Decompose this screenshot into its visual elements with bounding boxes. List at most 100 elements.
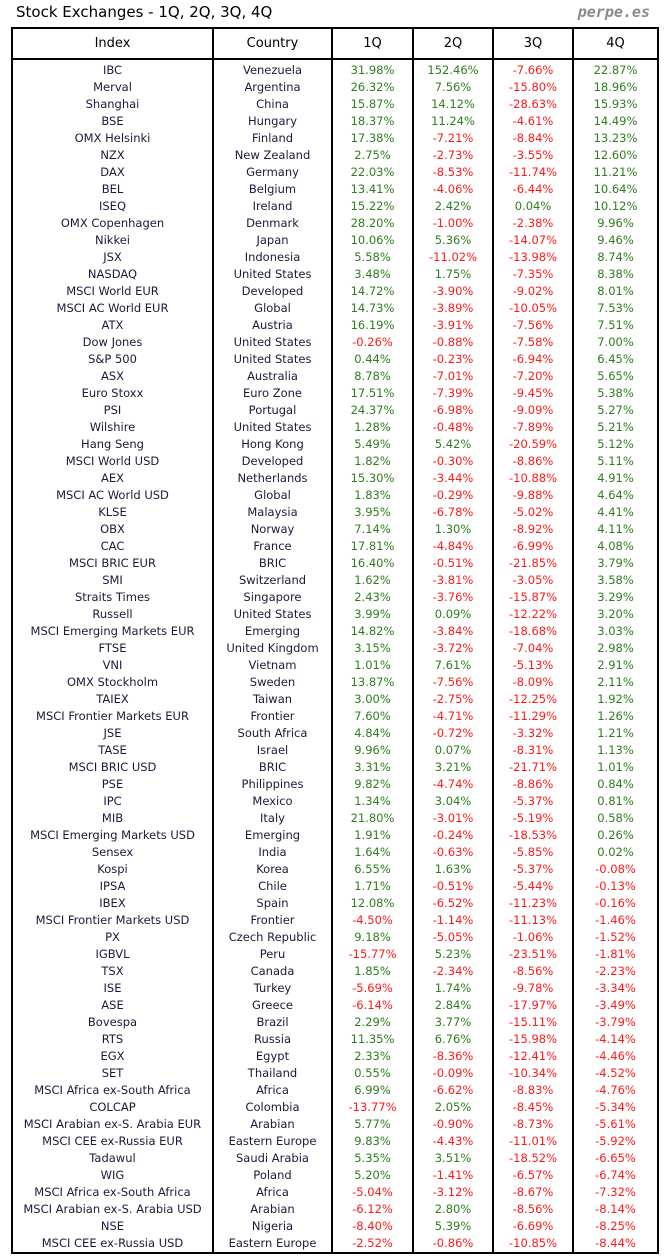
q3-cell: -18.53%	[492, 827, 574, 844]
q3-cell: -10.85%	[492, 1235, 574, 1253]
country-cell: Peru	[212, 946, 333, 963]
index-cell: OMX Stockholm	[11, 674, 214, 691]
q4-cell: -6.74%	[572, 1167, 659, 1184]
q4-cell: 4.11%	[572, 521, 659, 538]
table-row: EGX Egypt 2.33% -8.36% -12.41% -4.46%	[11, 1048, 659, 1065]
q4-cell: 1.26%	[572, 708, 659, 725]
index-cell: MSCI CEE ex-Russia EUR	[11, 1133, 214, 1150]
index-cell: AEX	[11, 470, 214, 487]
q1-cell: 28.20%	[331, 215, 414, 232]
q1-cell: 1.91%	[331, 827, 414, 844]
table-row: PSE Philippines 9.82% -4.74% -8.86% 0.84%	[11, 776, 659, 793]
country-cell: Indonesia	[212, 249, 333, 266]
index-cell: IPC	[11, 793, 214, 810]
table-row: DAX Germany 22.03% -8.53% -11.74% 11.21%	[11, 164, 659, 181]
q4-cell: 5.38%	[572, 385, 659, 402]
q3-cell: -12.41%	[492, 1048, 574, 1065]
table-row: IPC Mexico 1.34% 3.04% -5.37% 0.81%	[11, 793, 659, 810]
q1-cell: 17.81%	[331, 538, 414, 555]
table-row: MSCI Africa ex-South Africa Africa 6.99% -6…	[11, 1082, 659, 1099]
q4-cell: 15.93%	[572, 96, 659, 113]
header-country: Country	[212, 27, 333, 60]
q3-cell: -18.68%	[492, 623, 574, 640]
q4-cell: 8.38%	[572, 266, 659, 283]
q4-cell: -4.76%	[572, 1082, 659, 1099]
q2-cell: -3.76%	[412, 589, 494, 606]
q2-cell: -7.56%	[412, 674, 494, 691]
q1-cell: 2.75%	[331, 147, 414, 164]
q3-cell: -13.98%	[492, 249, 574, 266]
header-4q: 4Q	[572, 27, 659, 60]
q3-cell: -7.35%	[492, 266, 574, 283]
q4-cell: 3.79%	[572, 555, 659, 572]
table-row: PSI Portugal 24.37% -6.98% -9.09% 5.27%	[11, 402, 659, 419]
q1-cell: 0.44%	[331, 351, 414, 368]
country-cell: Mexico	[212, 793, 333, 810]
index-cell: IBC	[11, 59, 214, 79]
q3-cell: 0.04%	[492, 198, 574, 215]
q3-cell: -23.51%	[492, 946, 574, 963]
q1-cell: 3.31%	[331, 759, 414, 776]
q3-cell: -5.37%	[492, 861, 574, 878]
country-cell: United States	[212, 266, 333, 283]
table-row: AEX Netherlands 15.30% -3.44% -10.88% 4.91%	[11, 470, 659, 487]
q4-cell: -1.52%	[572, 929, 659, 946]
q1-cell: 3.15%	[331, 640, 414, 657]
country-cell: Thailand	[212, 1065, 333, 1082]
q1-cell: 17.38%	[331, 130, 414, 147]
q2-cell: -8.53%	[412, 164, 494, 181]
country-cell: Israel	[212, 742, 333, 759]
table-row: IBEX Spain 12.08% -6.52% -11.23% -0.16%	[11, 895, 659, 912]
q3-cell: -7.56%	[492, 317, 574, 334]
table-row: OBX Norway 7.14% 1.30% -8.92% 4.11%	[11, 521, 659, 538]
q4-cell: 2.98%	[572, 640, 659, 657]
q3-cell: -12.25%	[492, 691, 574, 708]
page-title: Stock Exchanges - 1Q, 2Q, 3Q, 4Q	[16, 3, 273, 21]
q1-cell: 2.33%	[331, 1048, 414, 1065]
table-row: NSE Nigeria -8.40% 5.39% -6.69% -8.25%	[11, 1218, 659, 1235]
q2-cell: 7.56%	[412, 79, 494, 96]
table-row: IPSA Chile 1.71% -0.51% -5.44% -0.13%	[11, 878, 659, 895]
index-cell: MSCI Africa ex-South Africa	[11, 1184, 214, 1201]
q1-cell: 9.82%	[331, 776, 414, 793]
q2-cell: -0.51%	[412, 555, 494, 572]
q4-cell: 5.65%	[572, 368, 659, 385]
q2-cell: 6.76%	[412, 1031, 494, 1048]
q2-cell: 11.24%	[412, 113, 494, 130]
header-3q: 3Q	[492, 27, 574, 60]
q4-cell: -0.13%	[572, 878, 659, 895]
table-row: IGBVL Peru -15.77% 5.23% -23.51% -1.81%	[11, 946, 659, 963]
q3-cell: -14.07%	[492, 232, 574, 249]
country-cell: Brazil	[212, 1014, 333, 1031]
index-cell: IGBVL	[11, 946, 214, 963]
q4-cell: -0.16%	[572, 895, 659, 912]
q1-cell: 7.60%	[331, 708, 414, 725]
q4-cell: 13.23%	[572, 130, 659, 147]
country-cell: Switzerland	[212, 572, 333, 589]
country-cell: Euro Zone	[212, 385, 333, 402]
table-row: RTS Russia 11.35% 6.76% -15.98% -4.14%	[11, 1031, 659, 1048]
country-cell: United States	[212, 351, 333, 368]
q3-cell: -8.56%	[492, 1201, 574, 1218]
table-row: TSX Canada 1.85% -2.34% -8.56% -2.23%	[11, 963, 659, 980]
q4-cell: -0.08%	[572, 861, 659, 878]
table-row: Russell United States 3.99% 0.09% -12.22% 3.2…	[11, 606, 659, 623]
q3-cell: -6.57%	[492, 1167, 574, 1184]
q2-cell: -3.89%	[412, 300, 494, 317]
q4-cell: 12.60%	[572, 147, 659, 164]
table-row: ASE Greece -6.14% 2.84% -17.97% -3.49%	[11, 997, 659, 1014]
q4-cell: 0.58%	[572, 810, 659, 827]
index-cell: PSE	[11, 776, 214, 793]
q3-cell: -7.66%	[492, 59, 574, 79]
index-cell: ASX	[11, 368, 214, 385]
table-row: JSX Indonesia 5.58% -11.02% -13.98% 8.74%	[11, 249, 659, 266]
q3-cell: -8.45%	[492, 1099, 574, 1116]
q3-cell: -10.34%	[492, 1065, 574, 1082]
country-cell: Malaysia	[212, 504, 333, 521]
q4-cell: 7.00%	[572, 334, 659, 351]
q4-cell: 4.64%	[572, 487, 659, 504]
q2-cell: -11.02%	[412, 249, 494, 266]
country-cell: Africa	[212, 1082, 333, 1099]
q3-cell: -8.56%	[492, 963, 574, 980]
country-cell: United States	[212, 419, 333, 436]
